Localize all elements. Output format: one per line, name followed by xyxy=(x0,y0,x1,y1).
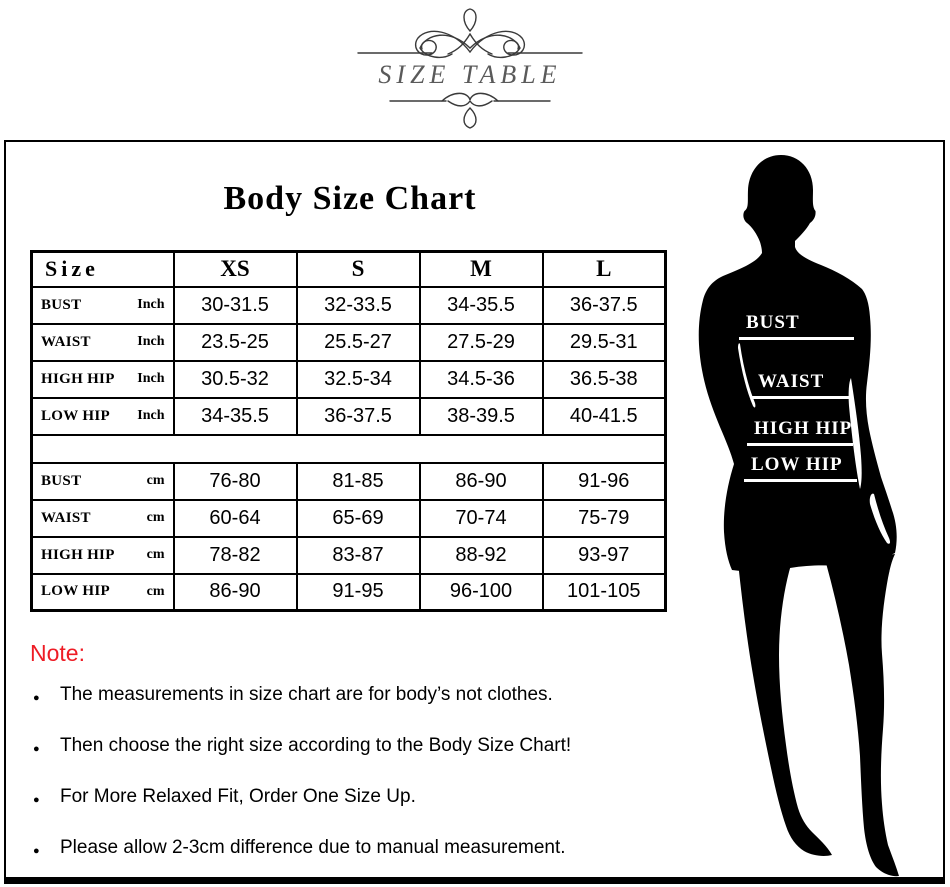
cell-value: 70-74 xyxy=(418,498,544,538)
cell-value: 65-69 xyxy=(295,498,421,538)
notes-section: Note: The measurements in size chart are… xyxy=(30,640,660,887)
content-frame xyxy=(4,140,945,884)
cell-value: 34-35.5 xyxy=(418,285,544,325)
note-item: Please allow 2-3cm difference due to man… xyxy=(30,836,660,863)
flourish-ornament-icon xyxy=(357,8,583,129)
cell-value: 86-90 xyxy=(418,461,544,501)
table-spacer-row xyxy=(31,433,666,464)
cell-value: 36.5-38 xyxy=(541,359,667,399)
cell-value: 25.5-27 xyxy=(295,322,421,362)
row-unit: cm xyxy=(146,510,165,525)
note-item: Then choose the right size according to … xyxy=(30,734,660,761)
row-unit: cm xyxy=(146,583,165,599)
table-row: HIGH HIP cm 78-82 83-87 88-92 93-97 xyxy=(30,535,667,575)
column-header-s: S xyxy=(295,250,421,288)
cell-value: 36-37.5 xyxy=(541,285,667,325)
cell-value: 78-82 xyxy=(172,535,298,575)
cell-value: 27.5-29 xyxy=(418,322,544,362)
cell-value: 96-100 xyxy=(418,572,544,612)
note-heading: Note: xyxy=(30,640,85,666)
cell-value: 60-64 xyxy=(172,498,298,538)
row-unit: Inch xyxy=(137,334,165,349)
table-row: WAIST cm 60-64 65-69 70-74 75-79 xyxy=(30,498,667,538)
cell-value: 83-87 xyxy=(295,535,421,575)
ornament-header: SIZE TABLE xyxy=(330,4,610,136)
note-item: The measurements in size chart are for b… xyxy=(30,683,660,710)
cell-value: 40-41.5 xyxy=(541,396,667,436)
note-item: For More Relaxed Fit, Order One Size Up. xyxy=(30,785,660,812)
cell-value: 34.5-36 xyxy=(418,359,544,399)
figure-label-low-hip: LOW HIP xyxy=(744,454,857,482)
row-label: HIGH HIP xyxy=(41,370,115,387)
table-row: LOW HIP Inch 34-35.5 36-37.5 38-39.5 40-… xyxy=(30,396,667,436)
cell-value: 30-31.5 xyxy=(172,285,298,325)
row-label: LOW HIP xyxy=(41,407,110,424)
cell-value: 93-97 xyxy=(541,535,667,575)
cell-value: 86-90 xyxy=(172,572,298,612)
table-row: LOW HIP cm 86-90 91-95 96-100 101-105 xyxy=(30,572,667,612)
figure-label-high-hip: HIGH HIP xyxy=(747,418,853,446)
body-silhouette-figure xyxy=(698,155,899,877)
row-label: WAIST xyxy=(41,509,91,526)
row-unit: Inch xyxy=(137,408,165,423)
table-row: BUST Inch 30-31.5 32-33.5 34-35.5 36-37.… xyxy=(30,285,667,325)
cell-value: 34-35.5 xyxy=(172,396,298,436)
ornament-title: SIZE TABLE xyxy=(378,60,562,89)
cell-value: 88-92 xyxy=(418,535,544,575)
note-list: The measurements in size chart are for b… xyxy=(30,683,660,863)
figure-label-waist: WAIST xyxy=(751,371,851,399)
table-row: BUST cm 76-80 81-85 86-90 91-96 xyxy=(30,461,667,501)
row-label: BUST xyxy=(41,472,82,489)
table-row: HIGH HIP Inch 30.5-32 32.5-34 34.5-36 36… xyxy=(30,359,667,399)
table-row: WAIST Inch 23.5-25 25.5-27 27.5-29 29.5-… xyxy=(30,322,667,362)
size-table: Size XS S M L BUST Inch 30-31.5 32-33.5 … xyxy=(30,250,667,612)
cell-value: 76-80 xyxy=(172,461,298,501)
row-unit: Inch xyxy=(137,297,165,312)
column-header-m: M xyxy=(418,250,544,288)
row-unit: Inch xyxy=(137,371,165,386)
cell-value: 23.5-25 xyxy=(172,322,298,362)
row-label: HIGH HIP xyxy=(41,546,115,563)
cell-value: 36-37.5 xyxy=(295,396,421,436)
cell-value: 91-95 xyxy=(295,572,421,612)
cell-value: 101-105 xyxy=(541,572,667,612)
cell-value: 32-33.5 xyxy=(295,285,421,325)
cell-value: 81-85 xyxy=(295,461,421,501)
cell-value: 32.5-34 xyxy=(295,359,421,399)
row-label: WAIST xyxy=(41,333,91,350)
column-header-l: L xyxy=(541,250,667,288)
column-header-xs: XS xyxy=(172,250,298,288)
cell-value: 30.5-32 xyxy=(172,359,298,399)
row-label: BUST xyxy=(41,296,82,313)
cell-value: 75-79 xyxy=(541,498,667,538)
figure-label-bust: BUST xyxy=(739,312,854,340)
cell-value: 29.5-31 xyxy=(541,322,667,362)
row-label: LOW HIP xyxy=(41,583,110,600)
page-title: Body Size Chart xyxy=(223,180,477,217)
table-header-row: Size XS S M L xyxy=(30,250,667,288)
column-header-size: Size xyxy=(30,250,175,288)
row-unit: cm xyxy=(146,473,165,488)
row-unit: cm xyxy=(146,547,165,562)
cell-value: 91-96 xyxy=(541,461,667,501)
cell-value: 38-39.5 xyxy=(418,396,544,436)
